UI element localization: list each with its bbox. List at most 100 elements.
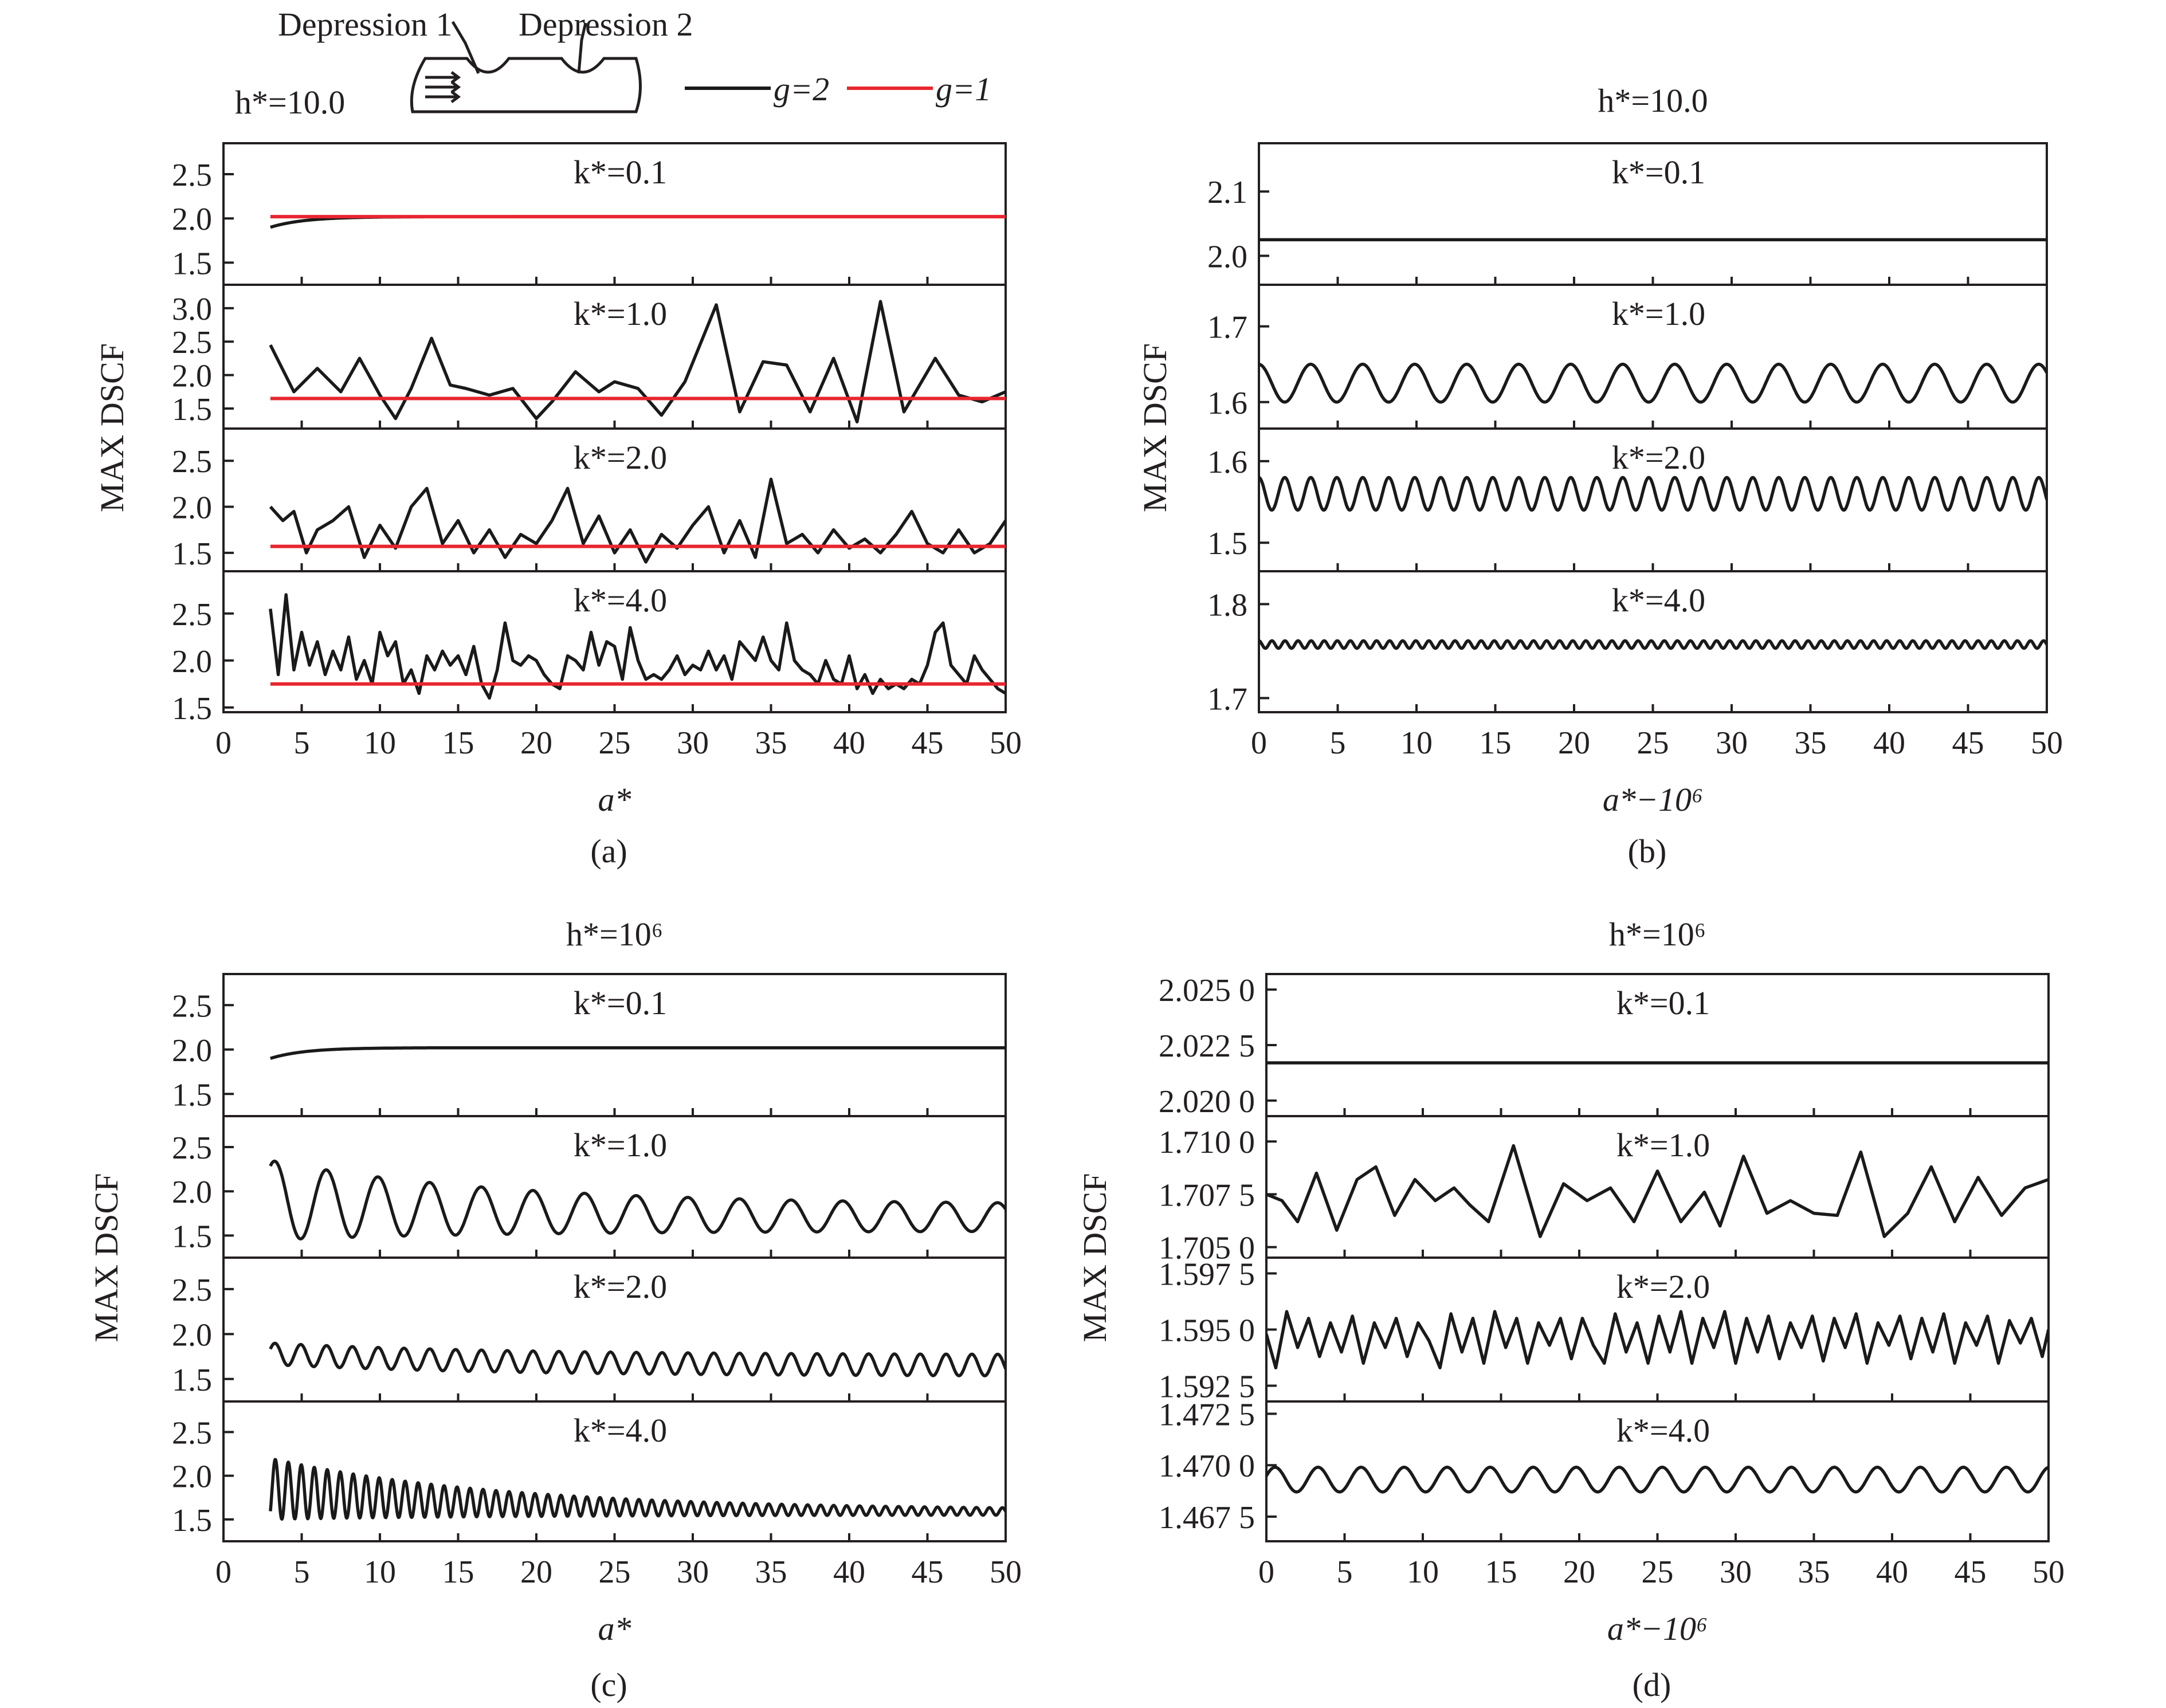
x-tick-label: 35 [1798,1554,1830,1590]
y-tick-label: 2.0 [172,1317,212,1353]
series-line-main [1259,362,2047,404]
x-tick-label: 45 [1955,1554,1987,1590]
subplot-label: k*=2.0 [1616,1268,1710,1305]
panel-d: h*=10⁶ 2.020 0 2.022 5 2.025 0 k*=0.1 1.705 0… [1076,916,2065,1703]
subplot-d-3: 1.467 5 1.470 0 1.472 5 k*=4.0 [1159,1397,2050,1542]
x-tick-label: 0 [1258,1554,1274,1590]
x-tick-label: 25 [599,1554,631,1590]
x-tick-label: 25 [1642,1554,1674,1590]
subplot-b-2: 1.5 1.6 k*=2.0 [1207,427,2048,572]
series-line-main [1259,639,2047,650]
subplot-label: k*=1.0 [574,1126,667,1164]
y-tick-label: 1.592 5 [1159,1369,1255,1405]
x-tick-label: 35 [1795,725,1827,761]
subplot-label: k*=1.0 [1612,295,1705,332]
series-line-g2 [269,300,1006,424]
y-tick-label: 2.5 [172,1130,212,1166]
x-tick-label: 5 [1337,1554,1353,1590]
y-tick-label: 1.597 5 [1159,1257,1255,1292]
x-tick-label: 25 [599,725,631,761]
y-tick-label: 2.0 [172,490,212,526]
x-tick-label: 0 [215,1554,231,1590]
x-tick-label: 45 [912,1554,944,1590]
x-tick-label: 40 [833,725,865,761]
x-tick-label: 10 [364,725,396,761]
depression-schematic [410,21,642,113]
series-line-main [269,1458,1006,1521]
y-tick-label: 2.5 [172,444,212,480]
y-tick-label: 1.5 [172,691,212,727]
x-tick-label: 40 [1873,725,1905,761]
panel-title: h*=10.0 [1598,82,1708,119]
subplot-label: k*=4.0 [574,1412,667,1449]
series-line-main [269,1159,1006,1240]
y-tick-label: 1.5 [172,1077,212,1113]
x-tick-label: 15 [1480,725,1512,761]
x-tick-label: 5 [1330,725,1346,761]
panels: 1.52.02.5 k*=0.11.52.02.53.0 k*=1.01.52.02… [88,82,2065,1703]
y-tick-label: 2.5 [172,597,212,633]
x-tick-label: 10 [1407,1554,1439,1590]
y-tick-label: 1.6 [1207,386,1247,421]
y-axis-label: MAX DSCF [93,343,131,512]
y-tick-label: 1.7 [1207,310,1247,345]
series-line-main [1266,1466,2049,1494]
subplot-d-1: 1.705 0 1.707 5 1.710 0 k*=1.0 [1159,1115,2050,1266]
panel-caption: (c) [590,1666,627,1703]
x-tick-label: 45 [912,725,944,761]
x-tick-label: 10 [364,1554,396,1590]
series-line-main [269,1341,1006,1377]
y-tick-label: 2.1 [1207,175,1247,210]
y-tick-label: 1.6 [1207,445,1247,480]
legend: h*=10.0 Depression 1 Depression 2 g=2 g=… [235,6,991,121]
y-tick-label: 2.0 [172,1459,212,1495]
y-tick-label: 2.020 0 [1159,1084,1255,1120]
x-tick-label: 35 [755,1554,787,1590]
y-tick-label: 2.5 [172,1273,212,1308]
y-tick-label: 1.472 5 [1159,1397,1255,1433]
subplot-d-2: 1.592 5 1.595 0 1.597 5 k*=2.0 [1159,1257,2050,1405]
x-tick-label: 50 [2032,1554,2065,1590]
y-tick-label: 2.022 5 [1159,1028,1255,1064]
y-tick-label: 2.5 [172,988,212,1024]
subplot-d-0: 2.020 0 2.022 5 2.025 0 k*=0.1 [1159,973,2050,1120]
x-axis-label: a* [598,1610,631,1647]
y-tick-label: 1.5 [172,536,212,572]
x-tick-label: 0 [215,725,231,761]
y-tick-label: 1.5 [172,1219,212,1254]
x-tick-label: 20 [520,725,552,761]
x-tick-label: 50 [2031,725,2063,761]
y-tick-label: 1.470 0 [1159,1448,1255,1484]
y-tick-label: 2.0 [172,1033,212,1069]
subplot-c-3: 1.5 2.0 2.5 k*=4.0 [172,1400,1007,1542]
subplot-label: k*=2.0 [574,1268,667,1305]
y-tick-label: 1.5 [172,1503,212,1538]
subplot-a-3: 1.5 2.0 2.5 k*=4.0 [172,570,1007,727]
depression2-label: Depression 2 [519,6,693,43]
panel-a: 1.52.02.5 k*=0.11.52.02.53.0 k*=1.01.52.02… [93,142,1022,870]
x-tick-label: 15 [442,725,474,761]
subplot-label: k*=0.1 [1616,984,1710,1022]
subplot-label: k*=4.0 [1616,1412,1710,1449]
x-tick-label: 50 [990,725,1022,761]
y-tick-label: 1.707 5 [1159,1177,1255,1213]
series-line-main [269,1046,1006,1060]
subplot-c-1: 1.5 2.0 2.5 k*=1.0 [172,1115,1007,1259]
y-tick-label: 2.025 0 [1159,973,1255,1008]
subplot-c-2: 1.5 2.0 2.5 k*=2.0 [172,1257,1007,1403]
subplot-label: k*=2.0 [574,439,667,476]
y-tick-label: 1.710 0 [1159,1125,1255,1160]
subplot-label: k*=4.0 [1612,582,1705,619]
y-tick-label: 1.705 0 [1159,1231,1255,1266]
y-tick-label: 1.5 [172,392,212,427]
y-tick-label: 2.0 [1207,239,1247,274]
legend-h-label: h*=10.0 [235,84,345,121]
y-tick-label: 1.8 [1207,587,1247,623]
y-axis-label: MAX DSCF [1136,343,1174,512]
series-line-main [1266,1310,2049,1369]
subplot-b-3: 1.7 1.8 k*=4.0 [1207,570,2048,717]
x-tick-label: 15 [1485,1554,1517,1590]
y-tick-label: 1.5 [1207,526,1247,562]
subplot-b-1: 1.6 1.7 k*=1.0 [1207,284,2048,430]
